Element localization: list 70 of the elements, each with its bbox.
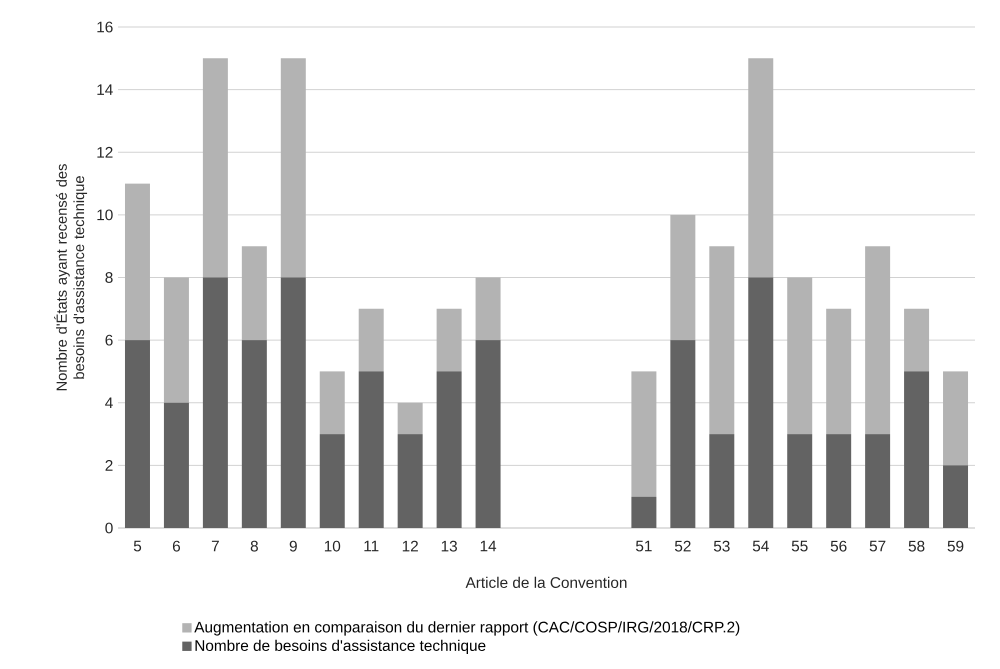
x-tick-label: 9 xyxy=(290,540,297,552)
y-tick-label: 8 xyxy=(105,272,113,283)
bar xyxy=(826,434,852,528)
x-tick-label: 53 xyxy=(714,540,730,552)
bar xyxy=(787,278,812,434)
bar xyxy=(202,58,228,278)
bar xyxy=(670,214,696,340)
y-tick-label: 2 xyxy=(106,460,113,471)
bar xyxy=(943,465,968,528)
y-tick-label: 16 xyxy=(97,22,113,32)
x-tick-label: 57 xyxy=(870,540,886,552)
bar xyxy=(865,246,890,434)
bar xyxy=(242,246,267,340)
x-tick-label: 8 xyxy=(250,540,258,552)
bar xyxy=(476,340,501,528)
bar xyxy=(943,371,968,466)
x-tick-label: 59 xyxy=(948,540,964,552)
bar xyxy=(865,434,890,528)
bar xyxy=(670,340,696,528)
bar xyxy=(709,246,734,434)
bar xyxy=(242,340,267,528)
bar xyxy=(358,308,384,372)
bar xyxy=(398,434,423,528)
x-tick-label: 51 xyxy=(636,540,652,552)
bar xyxy=(280,278,306,528)
legend-label: Nombre de besoins d'assistance technique xyxy=(196,640,486,654)
y-tick-label: 0 xyxy=(105,522,113,534)
bar xyxy=(709,434,734,528)
bar xyxy=(787,434,812,528)
bar xyxy=(826,308,852,434)
bar xyxy=(280,58,306,278)
x-tick-label: 7 xyxy=(212,540,219,552)
x-tick-label: 5 xyxy=(134,540,142,552)
y-tick-label: 4 xyxy=(105,397,113,408)
y-tick-label: 14 xyxy=(97,84,113,95)
bar xyxy=(904,308,930,372)
x-axis-title: Article de la Convention xyxy=(466,576,626,588)
bar xyxy=(124,184,150,340)
x-tick-label: 56 xyxy=(830,540,847,552)
bar xyxy=(904,371,930,528)
y-tick-label: 10 xyxy=(97,209,113,220)
bar xyxy=(124,340,150,528)
x-tick-label: 52 xyxy=(674,540,691,552)
x-tick-label: 55 xyxy=(792,540,808,552)
bar xyxy=(436,308,462,372)
x-tick-label: 13 xyxy=(442,540,457,552)
x-tick-label: 14 xyxy=(480,540,496,552)
x-tick-label: 58 xyxy=(908,540,924,552)
bar xyxy=(202,278,228,528)
bar xyxy=(320,434,345,528)
bar xyxy=(164,402,189,528)
bar xyxy=(398,402,423,434)
bar xyxy=(358,371,384,528)
bar xyxy=(436,371,462,528)
x-tick-label: 10 xyxy=(324,540,340,552)
x-tick-label: 11 xyxy=(364,540,378,552)
y-axis-title: Nombre d'États ayant recensé des besoins d'assistance technique xyxy=(54,164,88,390)
y-tick-label: 12 xyxy=(97,146,113,158)
y-tick-label: 6 xyxy=(106,334,113,346)
bar xyxy=(164,278,189,403)
legend-label: Augmentation en comparaison du dernier rapport (CAC/COSP/IRG/2018/CRP.2) xyxy=(194,621,740,636)
x-tick-label: 6 xyxy=(172,540,180,552)
bar xyxy=(320,371,345,434)
bar xyxy=(631,496,656,528)
bar xyxy=(748,278,774,528)
bar xyxy=(748,58,774,278)
bar xyxy=(476,278,501,340)
bar xyxy=(631,371,656,497)
x-tick-label: 12 xyxy=(402,540,418,552)
x-tick-label: 54 xyxy=(752,540,769,552)
